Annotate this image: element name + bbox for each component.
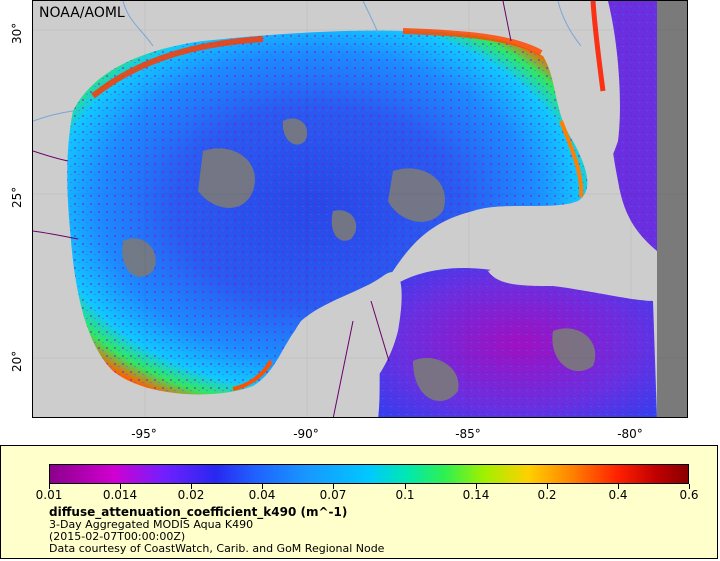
colorbar-tick-mark [618,484,619,489]
colorbar-tick-mark [476,484,477,489]
colorbar-tick-label: 0.2 [537,488,557,502]
colorbar-tick-label: 0.014 [102,488,138,502]
colorbar-tick-label: 0.1 [395,488,415,502]
rivers [33,1,582,122]
time-stamp: (2015-02-07T00:00:00Z) [49,530,186,543]
yucatan-land [281,272,402,417]
colorbar-tick-mark [689,484,690,489]
lat-label-30: 30° [10,22,24,44]
colorbar-tick-label: 0.02 [177,488,205,502]
lon-label-80: -80° [617,427,643,441]
colorbar-tick-label: 0.04 [248,488,276,502]
product-name: 3-Day Aggregated MODIS Aqua K490 [49,518,254,531]
k490-map [33,1,687,417]
colorbar-tick-mark [547,484,548,489]
florida-land [503,1,620,199]
no-data-east-edge [657,1,687,417]
colorbar-tick-label: 0.14 [462,488,490,502]
lat-label-20: 20° [10,350,24,372]
data-courtesy: Data courtesy of CoastWatch, Carib. and … [49,542,385,555]
colorbar-tick-mark [333,484,334,489]
no-data-patches [122,118,445,277]
political-borders [33,1,512,417]
colorbar-tick-mark [49,484,50,489]
map-panel: NOAA/AOML [32,0,688,418]
variable-title: diffuse_attenuation_coefficient_k490 (m^… [49,505,348,519]
colorbar-tick-mark [191,484,192,489]
colorbar-tick-mark [262,484,263,489]
lon-label-85: -85° [455,427,481,441]
data-credit: NOAA/AOML [39,5,125,21]
colorbar-tick-label: 0.07 [319,488,347,502]
colorbar [49,464,689,484]
lon-label-90: -90° [293,427,319,441]
colorbar-tick-label: 0.6 [679,488,699,502]
cuba-land [488,259,657,299]
colorbar-tick-mark [405,484,406,489]
legend-panel: 0.01 0.014 0.02 0.04 0.07 0.1 0.14 0.2 0.4 0.6 di… [0,445,718,559]
lon-label-95: -95° [131,427,157,441]
lat-label-25: 25° [10,186,24,208]
colorbar-tick-label: 0.4 [608,488,628,502]
colorbar-tick-label: 0.01 [35,488,63,502]
colorbar-tick-mark [120,484,121,489]
